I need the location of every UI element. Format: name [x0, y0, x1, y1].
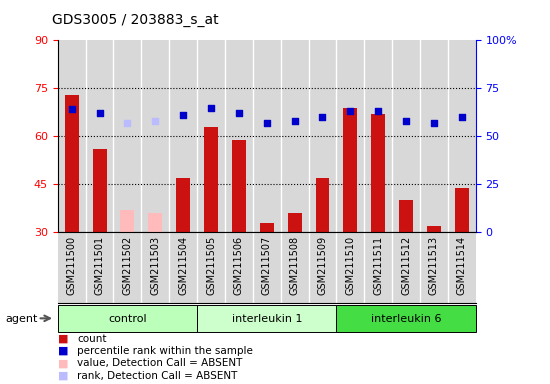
Text: GSM211505: GSM211505: [206, 236, 216, 295]
Point: [458, 114, 466, 120]
Text: GSM211514: GSM211514: [457, 236, 467, 295]
Text: GSM211509: GSM211509: [317, 236, 327, 295]
Point: [402, 118, 410, 124]
Text: count: count: [77, 334, 107, 344]
Text: GSM211500: GSM211500: [67, 236, 76, 295]
Bar: [58, 305, 197, 332]
Point: [151, 118, 160, 124]
Point: [95, 110, 104, 116]
Text: GSM211512: GSM211512: [401, 236, 411, 295]
Text: GSM211501: GSM211501: [95, 236, 104, 295]
Point: [290, 118, 299, 124]
Text: GSM211510: GSM211510: [345, 236, 355, 295]
Point: [318, 114, 327, 120]
Text: GSM211503: GSM211503: [150, 236, 160, 295]
Bar: [371, 114, 385, 232]
Bar: [337, 305, 476, 332]
Bar: [316, 178, 329, 232]
Text: ■: ■: [58, 371, 68, 381]
Text: interleukin 1: interleukin 1: [232, 314, 302, 324]
Bar: [148, 213, 162, 232]
Text: interleukin 6: interleukin 6: [371, 314, 441, 324]
Text: GSM211502: GSM211502: [123, 236, 133, 295]
Bar: [399, 200, 413, 232]
Bar: [455, 187, 469, 232]
Bar: [65, 95, 79, 232]
Point: [430, 120, 438, 126]
Text: agent: agent: [6, 314, 38, 324]
Point: [346, 108, 355, 114]
Point: [67, 106, 76, 113]
Text: GDS3005 / 203883_s_at: GDS3005 / 203883_s_at: [52, 13, 219, 27]
Text: percentile rank within the sample: percentile rank within the sample: [77, 346, 253, 356]
Bar: [120, 210, 134, 232]
Bar: [204, 127, 218, 232]
Text: GSM211511: GSM211511: [373, 236, 383, 295]
Bar: [343, 108, 358, 232]
Text: GSM211506: GSM211506: [234, 236, 244, 295]
Text: GSM211507: GSM211507: [262, 236, 272, 295]
Point: [374, 108, 383, 114]
Bar: [288, 213, 301, 232]
Point: [123, 120, 132, 126]
Text: ■: ■: [58, 334, 68, 344]
Text: ■: ■: [58, 346, 68, 356]
Bar: [176, 178, 190, 232]
Point: [234, 110, 243, 116]
Text: ■: ■: [58, 358, 68, 368]
Text: GSM211504: GSM211504: [178, 236, 188, 295]
Bar: [427, 226, 441, 232]
Bar: [197, 305, 337, 332]
Bar: [232, 139, 246, 232]
Point: [179, 112, 188, 118]
Text: GSM211513: GSM211513: [429, 236, 439, 295]
Bar: [260, 223, 274, 232]
Point: [262, 120, 271, 126]
Text: rank, Detection Call = ABSENT: rank, Detection Call = ABSENT: [77, 371, 238, 381]
Text: control: control: [108, 314, 147, 324]
Text: GSM211508: GSM211508: [290, 236, 300, 295]
Text: value, Detection Call = ABSENT: value, Detection Call = ABSENT: [77, 358, 243, 368]
Point: [207, 104, 216, 111]
Bar: [92, 149, 107, 232]
